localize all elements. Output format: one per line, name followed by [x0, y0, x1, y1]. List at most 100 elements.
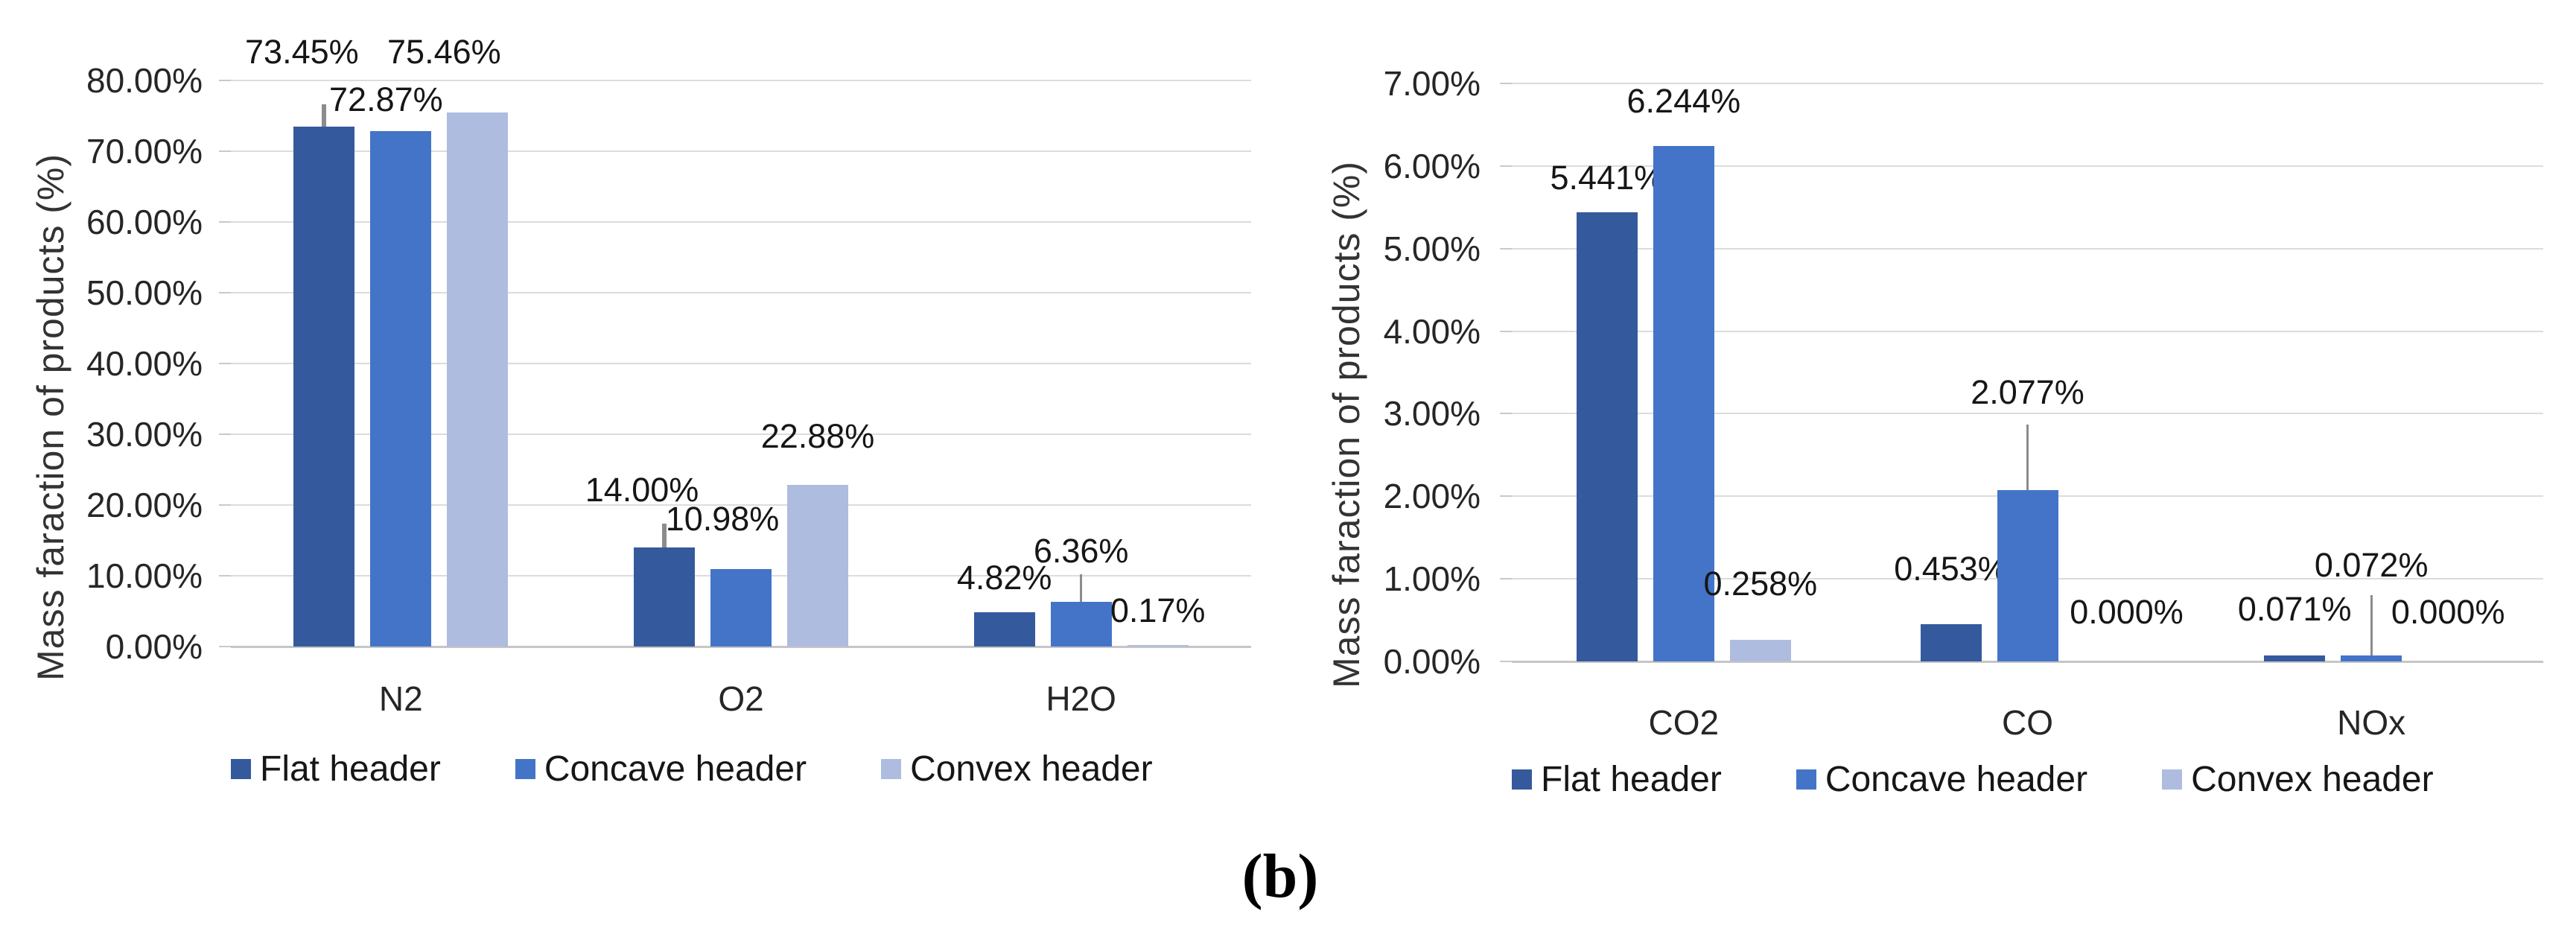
y-tick-mark: [219, 646, 231, 647]
legend-label: Convex header: [910, 749, 1153, 789]
bar-concave-header: [1997, 489, 2058, 661]
data-label: 0.071%: [2237, 589, 2352, 628]
data-label: 6.36%: [1033, 532, 1129, 571]
y-tick-label: 7.00%: [1383, 64, 1481, 103]
y-tick-mark: [219, 363, 231, 364]
legend-label: Concave header: [1825, 760, 2088, 799]
data-label: 73.45%: [245, 32, 359, 71]
y-tick-label: 60.00%: [86, 203, 203, 241]
y-tick-mark: [219, 504, 231, 506]
figure-caption: (b): [1242, 840, 1319, 912]
data-label: 0.258%: [1703, 565, 1818, 603]
legend-swatch-concave-header: [1796, 769, 1816, 790]
y-tick-label: 0.00%: [1383, 642, 1481, 681]
legend: Flat header Concave header Convex header: [231, 749, 1153, 790]
x-axis-line: [1512, 661, 2543, 663]
bar-flat-header: [634, 547, 695, 647]
data-label: 0.072%: [2314, 545, 2429, 584]
y-tick-mark: [219, 150, 231, 152]
y-tick-mark: [1500, 83, 1512, 84]
data-label: 22.88%: [760, 416, 875, 455]
bar-flat-header: [1920, 623, 1982, 661]
legend-item-flat-header: Flat header: [1512, 759, 1722, 800]
y-tick-label: 20.00%: [86, 486, 203, 524]
category-label: O2: [718, 679, 764, 718]
y-tick-mark: [219, 292, 231, 293]
error-bar: [2026, 424, 2029, 490]
legend-item-concave-header: Concave header: [515, 749, 807, 790]
data-label: 0.000%: [2070, 593, 2184, 632]
bar-concave-header: [1653, 145, 1714, 661]
category-label: CO2: [1648, 703, 1720, 742]
data-label: 5.441%: [1550, 158, 1664, 197]
bar-concave-header: [710, 568, 772, 647]
figure-caption-text: (b): [1241, 842, 1319, 911]
gridline: [1512, 413, 2543, 415]
gridline: [231, 221, 1251, 223]
y-tick-label: 0.00%: [105, 627, 203, 666]
y-tick-mark: [1500, 247, 1512, 250]
bar-concave-header: [1050, 601, 1112, 647]
y-tick-label: 80.00%: [86, 61, 203, 100]
category-label: CO: [2002, 703, 2053, 742]
data-label: 6.244%: [1626, 81, 1741, 120]
y-tick-label: 10.00%: [86, 556, 203, 595]
gridline: [231, 150, 1251, 152]
bar-flat-header: [2264, 655, 2326, 661]
y-tick-mark: [219, 221, 231, 223]
legend-item-flat-header: Flat header: [231, 749, 441, 790]
y-tick-label: 2.00%: [1383, 477, 1481, 516]
data-label: 14.00%: [585, 470, 699, 509]
category-label: NOx: [2337, 703, 2406, 742]
gridline: [1512, 165, 2543, 167]
legend-item-convex-header: Convex header: [881, 749, 1153, 790]
y-tick-mark: [1500, 413, 1512, 415]
gridline: [1512, 247, 2543, 250]
error-bar: [322, 104, 327, 127]
y-tick-mark: [1500, 661, 1512, 662]
legend-label: Convex header: [2191, 760, 2434, 799]
legend-label: Flat header: [1541, 760, 1722, 799]
legend-label: Flat header: [260, 749, 441, 789]
y-tick-mark: [1500, 330, 1512, 332]
legend-swatch-convex-header: [2162, 769, 2183, 790]
data-label: 75.46%: [387, 32, 501, 71]
error-bar: [662, 523, 667, 547]
error-bar: [1080, 574, 1083, 602]
category-label: N2: [378, 679, 423, 718]
bar-convex-header: [447, 112, 509, 647]
y-tick-mark: [219, 80, 231, 81]
gridline: [231, 292, 1251, 293]
y-tick-mark: [1500, 578, 1512, 580]
y-tick-mark: [219, 575, 231, 577]
gridline: [1512, 83, 2543, 84]
y-tick-label: 30.00%: [86, 415, 203, 454]
y-tick-label: 4.00%: [1383, 311, 1481, 351]
data-label: 2.077%: [1971, 373, 2084, 412]
bar-flat-header: [973, 612, 1035, 647]
y-tick-label: 40.00%: [86, 344, 203, 383]
y-tick-mark: [219, 434, 231, 435]
category-label: H2O: [1046, 679, 1116, 718]
gridline: [231, 363, 1251, 364]
y-tick-label: 70.00%: [86, 132, 203, 171]
y-tick-label: 6.00%: [1383, 146, 1481, 185]
gridline: [1512, 330, 2543, 332]
data-label: 72.87%: [329, 80, 443, 119]
bar-flat-header: [293, 127, 355, 647]
legend-swatch-flat-header: [231, 759, 251, 779]
y-tick-mark: [1500, 495, 1512, 498]
data-label: 10.98%: [665, 499, 780, 538]
bar-concave-header: [370, 130, 432, 647]
y-tick-label: 1.00%: [1383, 559, 1481, 599]
legend-swatch-flat-header: [1512, 769, 1532, 790]
bar-flat-header: [1576, 212, 1638, 661]
y-tick-label: 50.00%: [86, 273, 203, 312]
gridline: [231, 504, 1251, 506]
legend-item-convex-header: Convex header: [2162, 759, 2434, 800]
y-tick-mark: [1500, 165, 1512, 167]
legend-item-concave-header: Concave header: [1796, 759, 2087, 800]
bar-convex-header: [1729, 640, 1791, 661]
gridline: [231, 434, 1251, 435]
